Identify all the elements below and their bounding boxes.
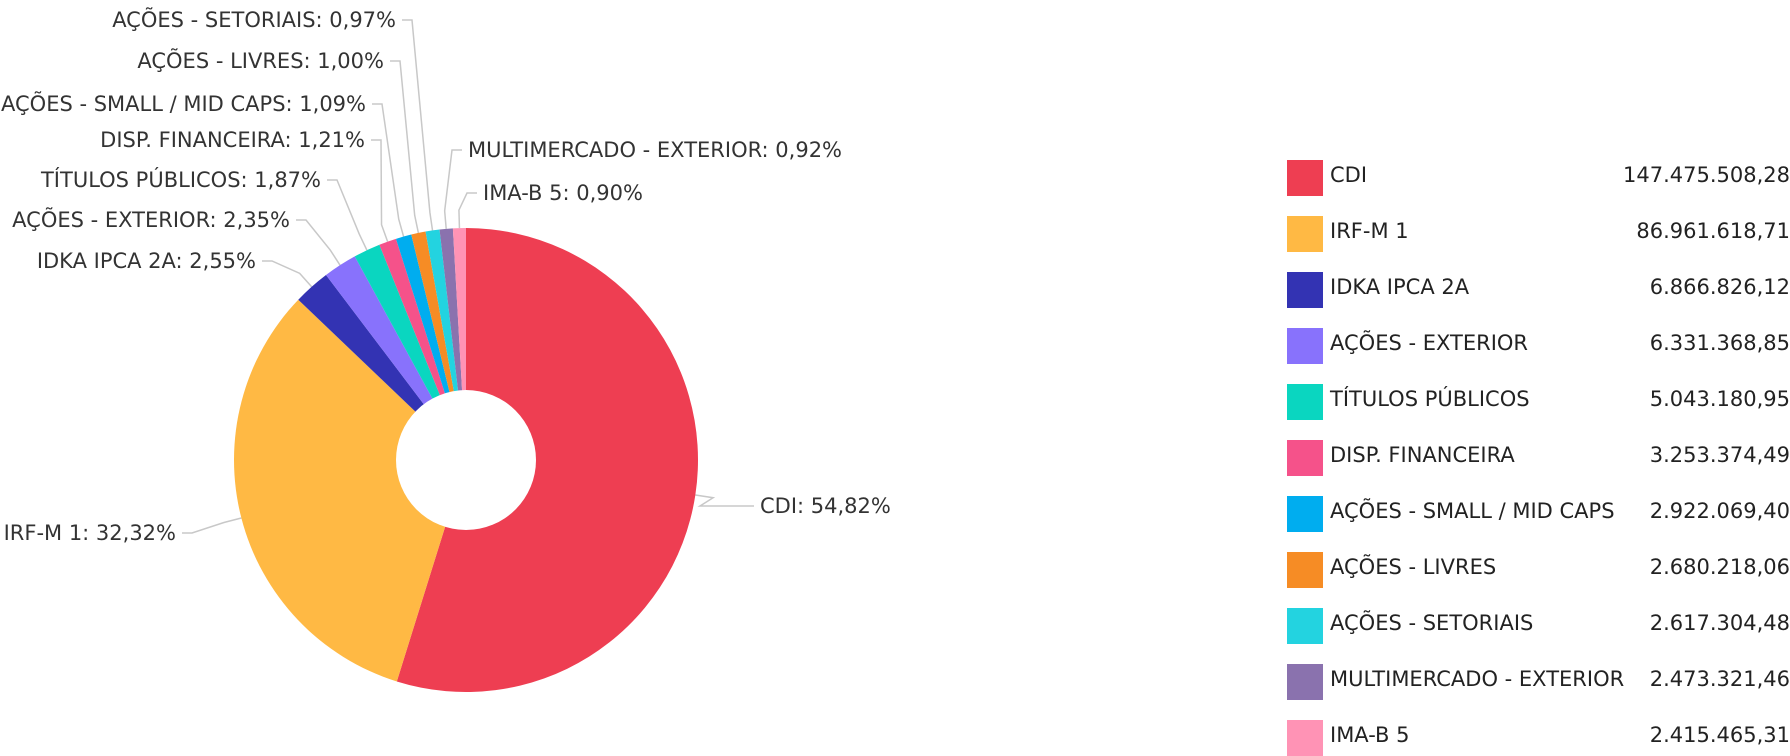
leader-line-ima-b-5 xyxy=(458,192,477,229)
legend-item-titulos-publicos[interactable]: TÍTULOS PÚBLICOS 5.043.180,95 xyxy=(1287,384,1790,420)
legend-item-irf-m-1[interactable]: IRF-M 1 86.961.618,71 xyxy=(1287,216,1790,252)
slice-label-irf-m-1: IRF-M 1: 32,32% xyxy=(4,521,176,545)
legend-value: 2.922.069,40 xyxy=(1649,499,1790,523)
slice-label-acoes-setoriais: AÇÕES - SETORIAIS: 0,97% xyxy=(112,6,396,32)
leader-lines xyxy=(182,19,754,534)
donut-hole xyxy=(396,390,536,530)
pie-slice-cdi[interactable] xyxy=(396,228,699,693)
slice-label-ima-b-5: IMA-B 5: 0,90% xyxy=(483,181,643,205)
legend-label: MULTIMERCADO - EXTERIOR xyxy=(1330,667,1625,691)
legend-item-multimercado-exterior[interactable]: MULTIMERCADO - EXTERIOR 2.473.321,46 xyxy=(1287,664,1790,700)
legend-item-cdi[interactable]: CDI 147.475.508,28 xyxy=(1287,160,1790,196)
legend-swatch xyxy=(1287,216,1323,252)
legend-value: 5.043.180,95 xyxy=(1649,387,1790,411)
legend-swatch xyxy=(1287,384,1323,420)
legend-swatch xyxy=(1287,160,1323,196)
slice-label-idka-ipca-2a: IDKA IPCA 2A: 2,55% xyxy=(37,249,256,273)
legend-swatch xyxy=(1287,608,1323,644)
legend-label: IMA-B 5 xyxy=(1330,723,1410,747)
legend-value: 2.617.304,48 xyxy=(1649,611,1790,635)
legend-swatch xyxy=(1287,440,1323,476)
slice-label-multimercado-exterior: MULTIMERCADO - EXTERIOR: 0,92% xyxy=(468,138,842,162)
legend-value: 147.475.508,28 xyxy=(1623,163,1790,187)
pie-slices xyxy=(233,228,699,693)
legend-swatch xyxy=(1287,720,1323,756)
leader-line-titulos-publicos xyxy=(327,179,368,251)
legend-label: TÍTULOS PÚBLICOS xyxy=(1330,387,1530,411)
pie-slice-irf-m-1[interactable] xyxy=(233,299,466,682)
slice-label-acoes-livres: AÇÕES - LIVRES: 1,00% xyxy=(137,47,384,73)
legend-value: 2.473.321,46 xyxy=(1649,667,1790,691)
leader-line-idka-ipca-2a xyxy=(262,260,313,288)
legend-value: 6.331.368,85 xyxy=(1649,331,1790,355)
legend-item-acoes-livres[interactable]: AÇÕES - LIVRES 2.680.218,06 xyxy=(1287,552,1790,588)
legend-item-acoes-exterior[interactable]: AÇÕES - EXTERIOR 6.331.368,85 xyxy=(1287,328,1790,364)
leader-line-acoes-livres xyxy=(390,60,420,234)
legend-label: IRF-M 1 xyxy=(1330,219,1409,243)
slice-label-cdi: CDI: 54,82% xyxy=(760,494,891,518)
legend-label: AÇÕES - SMALL / MID CAPS xyxy=(1330,499,1615,523)
legend-label: CDI xyxy=(1330,163,1368,187)
slice-label-titulos-publicos: TÍTULOS PÚBLICOS: 1,87% xyxy=(40,167,321,192)
legend-label: AÇÕES - LIVRES xyxy=(1330,555,1497,579)
slice-labels: CDI: 54,82% IRF-M 1: 32,32% IDKA IPCA 2A: … xyxy=(1,6,891,545)
leader-line-multimercado-exterior xyxy=(443,149,462,229)
leader-line-acoes-small-mid-caps xyxy=(372,103,405,237)
legend-item-disp-financeira[interactable]: DISP. FINANCEIRA 3.253.374,49 xyxy=(1287,440,1790,476)
legend-item-ima-b-5[interactable]: IMA-B 5 2.415.465,31 xyxy=(1287,720,1790,756)
legend-label: IDKA IPCA 2A xyxy=(1330,275,1470,299)
legend-label: AÇÕES - EXTERIOR xyxy=(1330,331,1529,355)
slice-label-acoes-small-mid-caps: AÇÕES - SMALL / MID CAPS: 1,09% xyxy=(1,90,366,116)
leader-line-acoes-setoriais xyxy=(402,19,434,231)
leader-line-cdi xyxy=(695,494,754,507)
leader-line-acoes-exterior xyxy=(296,219,341,266)
slice-label-disp-financeira: DISP. FINANCEIRA: 1,21% xyxy=(100,128,365,152)
legend-value: 2.415.465,31 xyxy=(1649,723,1790,747)
legend-swatch xyxy=(1287,328,1323,364)
slice-label-acoes-exterior: AÇÕES - EXTERIOR: 2,35% xyxy=(12,206,290,232)
leader-line-irf-m-1 xyxy=(182,517,242,534)
legend-item-acoes-setoriais[interactable]: AÇÕES - SETORIAIS 2.617.304,48 xyxy=(1287,608,1790,644)
legend-swatch xyxy=(1287,496,1323,532)
legend-value: 3.253.374,49 xyxy=(1649,443,1790,467)
legend-value: 86.961.618,71 xyxy=(1636,219,1790,243)
legend-swatch xyxy=(1287,272,1323,308)
legend-swatch xyxy=(1287,664,1323,700)
leader-line-disp-financeira xyxy=(371,139,389,242)
legend-label: DISP. FINANCEIRA xyxy=(1330,443,1515,467)
legend-item-idka-ipca-2a[interactable]: IDKA IPCA 2A 6.866.826,12 xyxy=(1287,272,1790,308)
legend-value: 2.680.218,06 xyxy=(1649,555,1790,579)
legend-value: 6.866.826,12 xyxy=(1649,275,1790,299)
legend-label: AÇÕES - SETORIAIS xyxy=(1330,611,1534,635)
legend-item-acoes-small-mid-caps[interactable]: AÇÕES - SMALL / MID CAPS 2.922.069,40 xyxy=(1287,496,1790,532)
legend-swatch xyxy=(1287,552,1323,588)
